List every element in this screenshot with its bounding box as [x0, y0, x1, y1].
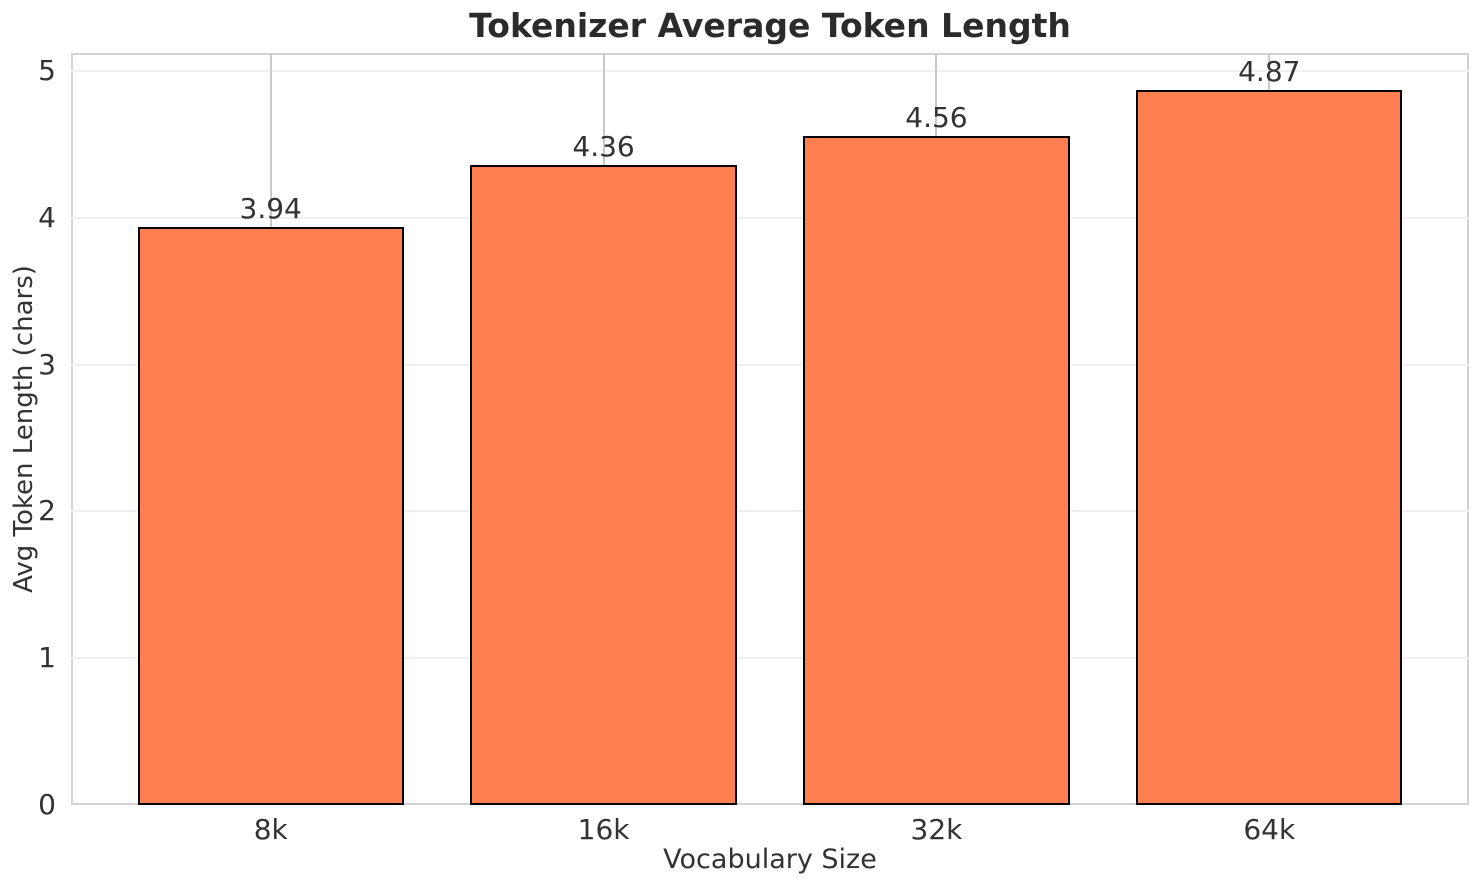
bar-value-label: 4.56	[905, 100, 968, 134]
bar	[137, 226, 404, 805]
y-axis-label: Avg Token Length (chars)	[9, 265, 39, 593]
h-gridline	[71, 70, 1469, 72]
y-tick-label: 1	[38, 641, 56, 675]
bar-value-label: 4.87	[1238, 55, 1301, 89]
h-gridline	[71, 216, 1469, 219]
h-gridline	[71, 510, 1469, 513]
x-tick-label: 32k	[910, 813, 963, 846]
y-tick-label: 3	[38, 347, 56, 381]
y-tick-label: 2	[38, 494, 56, 528]
h-gridline	[71, 363, 1469, 366]
y-tick-label: 5	[38, 54, 56, 87]
plot-area	[71, 53, 1469, 805]
x-axis-label: Vocabulary Size	[663, 844, 877, 875]
bar	[1136, 90, 1403, 805]
x-tick-label: 8k	[253, 813, 288, 846]
x-tick-label: 64k	[1243, 813, 1296, 846]
x-tick-label: 16k	[577, 813, 630, 846]
chart-title: Tokenizer Average Token Length	[469, 6, 1071, 45]
bar-value-label: 4.36	[572, 129, 635, 163]
bar	[470, 164, 737, 805]
bar-value-label: 3.94	[239, 191, 302, 225]
y-tick-label: 4	[38, 200, 56, 234]
h-gridline	[71, 657, 1469, 660]
y-tick-label: 0	[38, 788, 56, 821]
bar	[803, 135, 1070, 805]
